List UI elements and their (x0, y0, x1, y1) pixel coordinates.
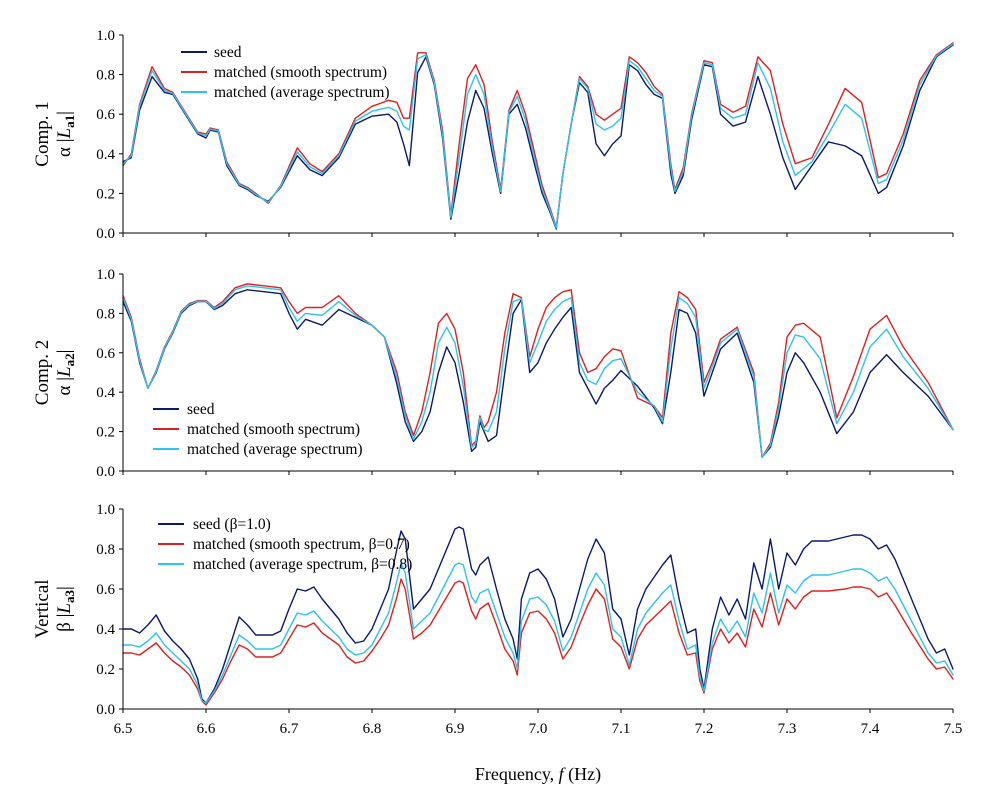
legend-label: matched (average spectrum) (214, 84, 390, 101)
y-axis-label-line1: Comp. 1 (32, 101, 53, 166)
chart-panel-3: 0.0 0.2 0.4 0.6 0.8 1.0 6.5 6.6 6.7 6.8 6.9 7.0 7.1 7… (32, 502, 962, 785)
y-axis-label-prefix: α | (54, 138, 75, 157)
y-tick-label: 0.0 (96, 226, 115, 242)
x-tick-label: 6.9 (446, 721, 465, 737)
x-axis-label-unit: (Hz) (564, 764, 601, 785)
legend: seed matched (smooth spectrum) matched (av… (153, 401, 363, 458)
legend-label: seed (187, 401, 215, 418)
x-tick-label: 7.5 (944, 721, 963, 737)
y-tick-label: 0.0 (96, 702, 115, 718)
y-tick-label: 0.6 (96, 107, 115, 123)
legend: seed (β=1.0) matched (smooth spectrum, β=… (158, 516, 412, 573)
y-tick-label: 0.2 (96, 186, 115, 202)
y-axis-label-symbol: L (54, 603, 75, 615)
series-line-average (122, 285, 954, 458)
y-tick-label: 1.0 (96, 267, 115, 283)
x-axis-label-symbol: f (559, 764, 567, 784)
legend-label: matched (smooth spectrum) (187, 421, 360, 438)
series-line-smooth (122, 578, 954, 706)
x-tick-label: 6.7 (280, 721, 299, 737)
x-tick-label: 7.2 (695, 721, 714, 737)
x-tick-label: 6.5 (114, 721, 133, 737)
x-axis-label-prefix: Frequency, (475, 764, 559, 784)
y-tick-label: 0.4 (96, 622, 115, 638)
y-axis-label-line2: α |La2| (54, 350, 77, 396)
x-tick-label: 7.1 (612, 721, 631, 737)
legend-label: seed (β=1.0) (193, 516, 271, 533)
y-tick-label: 0.8 (96, 68, 115, 84)
y-tick-label: 0.6 (96, 346, 115, 362)
series-line-seed (122, 526, 954, 704)
y-axis-label-subscript: a1 (62, 115, 77, 128)
series-line-smooth (122, 42, 954, 228)
series-line-seed (122, 44, 954, 230)
y-tick-label: 1.0 (96, 28, 115, 44)
y-axis-label-suffix: | (54, 111, 75, 115)
x-tick-label: 6.8 (363, 721, 382, 737)
y-axis-label-line1: Comp. 2 (32, 340, 53, 405)
y-tick-label: 0.2 (96, 662, 115, 678)
y-tick-label: 0.2 (96, 425, 115, 441)
y-tick-label: 0.8 (96, 306, 115, 322)
legend: seed matched (smooth spectrum) matched (av… (181, 44, 390, 101)
y-axis-label-prefix: α | (54, 377, 75, 396)
x-axis-label: Frequency, f (Hz) (475, 764, 601, 785)
y-axis-label-symbol: L (54, 128, 75, 140)
x-tick-label: 7.4 (861, 721, 880, 737)
y-tick-label: 1.0 (96, 502, 115, 518)
y-tick-label: 0.8 (96, 542, 115, 558)
legend-label: matched (average spectrum) (187, 441, 363, 458)
y-tick-label: 0.0 (96, 464, 115, 480)
y-tick-label: 0.6 (96, 582, 115, 598)
series-line-average (122, 43, 954, 229)
legend-label: matched (smooth spectrum, β=0.7) (193, 536, 410, 553)
x-tick-label: 7.0 (529, 721, 548, 737)
legend-label: seed (214, 44, 242, 61)
y-axis-label-line1: Vertical (32, 579, 53, 638)
y-axis-label-symbol: L (54, 366, 75, 378)
legend-label: matched (average spectrum, β=0.8) (193, 556, 412, 573)
y-axis-label-subscript: a2 (62, 353, 77, 366)
y-axis-label-subscript: a3 (62, 590, 77, 604)
y-tick-label: 0.4 (96, 385, 115, 401)
y-axis-label-line2: α |La1| (54, 111, 77, 157)
x-tick-label: 6.6 (197, 721, 216, 737)
x-tick-label: 7.3 (778, 721, 797, 737)
y-tick-label: 0.4 (96, 147, 115, 163)
legend-label: matched (smooth spectrum) (214, 64, 387, 81)
series-line-average (122, 562, 954, 704)
y-axis-label-prefix: β | (54, 614, 75, 632)
y-axis-label-line2: β |La3| (54, 586, 77, 632)
y-axis-label-suffix: | (54, 586, 75, 590)
y-axis-label-suffix: | (54, 350, 75, 354)
